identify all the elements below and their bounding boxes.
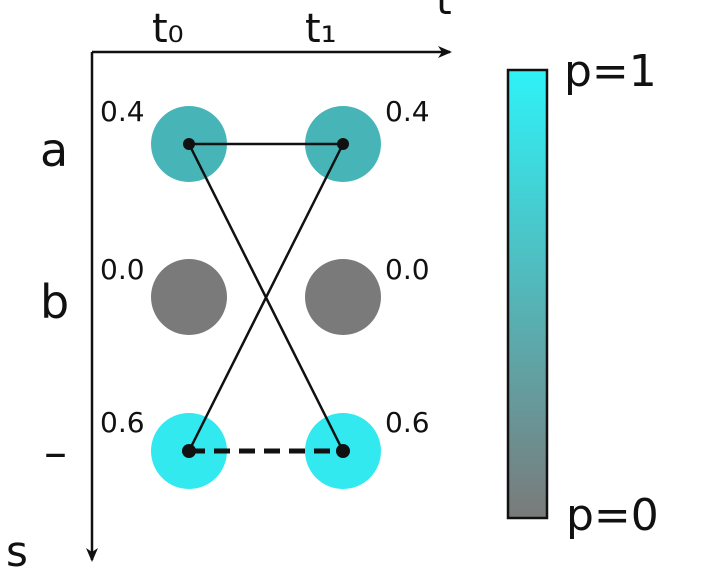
node-b-t0	[151, 259, 227, 335]
node-b-t1	[305, 259, 381, 335]
row-label-blank: –	[44, 425, 67, 479]
value-label-b-t0: 0.0	[100, 253, 145, 286]
path-dot-blank-t1	[336, 444, 350, 458]
value-label-a-t0: 0.4	[100, 95, 145, 128]
value-label-blank-t1: 0.6	[385, 406, 430, 439]
path-dot-a-t0	[183, 138, 195, 150]
row-label-a: a	[40, 123, 68, 177]
time-axis-label: t	[436, 0, 452, 24]
colorbar-top-label: p=1	[564, 46, 657, 97]
column-label-t0: t₀	[152, 6, 184, 52]
edge-blank-a	[187, 143, 345, 452]
row-label-b: b	[40, 275, 69, 329]
value-label-b-t1: 0.0	[385, 253, 430, 286]
path-dot-a-t1	[337, 138, 349, 150]
probability-colorbar	[506, 68, 549, 520]
state-axis-label: s	[6, 527, 28, 567]
colorbar-bottom-label: p=0	[566, 490, 659, 541]
value-label-blank-t0: 0.6	[100, 406, 145, 439]
path-dot-blank-t0	[182, 444, 196, 458]
value-label-a-t1: 0.4	[385, 95, 430, 128]
column-label-t1: t₁	[305, 6, 337, 52]
